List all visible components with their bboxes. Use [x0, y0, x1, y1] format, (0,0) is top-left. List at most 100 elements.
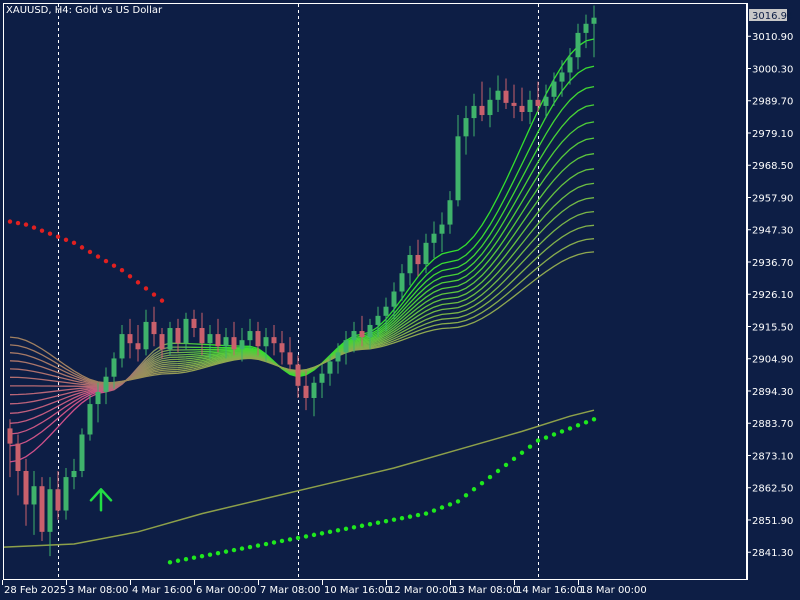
candle-body[interactable] [7, 428, 13, 444]
candle-body[interactable] [399, 273, 405, 292]
candle-body[interactable] [231, 337, 237, 350]
sar-dot-up [463, 493, 469, 498]
candle-body[interactable] [127, 334, 133, 344]
candle-body[interactable] [207, 334, 213, 344]
candle-body[interactable] [383, 306, 389, 316]
candle-body[interactable] [319, 373, 325, 383]
candle-body[interactable] [511, 102, 517, 106]
candle-body[interactable] [543, 96, 549, 106]
candle-body[interactable] [591, 17, 597, 24]
candle-body[interactable] [351, 331, 357, 341]
candle-body[interactable] [175, 328, 181, 344]
up-arrow-icon[interactable] [89, 488, 113, 512]
sar-dot-up [559, 429, 565, 434]
candle-body[interactable] [423, 242, 429, 265]
candle-body[interactable] [119, 334, 125, 359]
sar-dot-up [223, 549, 229, 554]
candle-body[interactable] [439, 224, 445, 234]
candle-body[interactable] [367, 324, 373, 338]
candle-body[interactable] [407, 254, 413, 274]
candle-body[interactable] [143, 321, 149, 350]
candle-body[interactable] [223, 337, 229, 347]
candle-body[interactable] [103, 376, 109, 392]
candle-body[interactable] [559, 72, 565, 82]
candle-body[interactable] [239, 340, 245, 350]
price-tick-label: 2947.30 [752, 226, 793, 237]
candle-body[interactable] [479, 105, 485, 116]
candle-body[interactable] [263, 337, 269, 347]
candle-body[interactable] [135, 343, 141, 350]
time-axis[interactable]: 28 Feb 2025 3 Mar 08:00 4 Mar 16:00 6 Mar 0… [2, 580, 647, 596]
sar-dot-up [439, 505, 445, 510]
sar-dot-up [471, 487, 477, 492]
candle-body[interactable] [55, 489, 61, 511]
candle-body[interactable] [71, 470, 77, 478]
ma-ribbon-line [9, 197, 595, 386]
candle-body[interactable] [271, 337, 277, 344]
candle-body[interactable] [255, 331, 261, 347]
plot-frame [3, 3, 747, 580]
candle-body[interactable] [535, 99, 541, 106]
candle-body[interactable] [335, 352, 341, 362]
sar-dot-up [359, 523, 365, 528]
sar-dot-down [79, 245, 85, 250]
candle-body[interactable] [503, 90, 509, 103]
candle-body[interactable] [527, 99, 533, 113]
candle-body[interactable] [151, 321, 157, 335]
candle-body[interactable] [431, 233, 437, 243]
candle-body[interactable] [247, 331, 253, 341]
candle-body[interactable] [95, 391, 101, 405]
candle-body[interactable] [447, 200, 453, 225]
time-tick-label: 4 Mar 16:00 [132, 585, 192, 596]
candle-body[interactable] [311, 382, 317, 398]
candle-body[interactable] [199, 328, 205, 344]
candle-body[interactable] [391, 291, 397, 307]
candle-body[interactable] [359, 331, 365, 338]
candle-body[interactable] [495, 90, 501, 100]
sar-dot-up [591, 417, 597, 422]
candle-body[interactable] [575, 32, 581, 58]
price-tick-label: 2989.70 [752, 97, 793, 108]
candle-body[interactable] [47, 489, 53, 532]
candle-body[interactable] [63, 477, 69, 511]
candle-body[interactable] [455, 136, 461, 201]
candle-body[interactable] [487, 99, 493, 116]
candle-body[interactable] [159, 334, 165, 350]
candle-body[interactable] [567, 57, 573, 73]
candle-body[interactable] [23, 470, 29, 505]
sar-dot-down [159, 298, 165, 303]
candle-body[interactable] [111, 358, 117, 377]
candle-body[interactable] [295, 364, 301, 386]
candle-body[interactable] [415, 254, 421, 265]
sar-dot-up [519, 450, 525, 455]
candle-body[interactable] [191, 318, 197, 329]
sar-dot-down [87, 249, 93, 255]
candle-body[interactable] [31, 486, 37, 505]
time-tick-label: 7 Mar 08:00 [260, 585, 320, 596]
candle-body[interactable] [471, 105, 477, 119]
candle-body[interactable] [183, 318, 189, 344]
sar-dot-down [151, 292, 157, 297]
candle-body[interactable] [551, 81, 557, 97]
candle-body[interactable] [215, 334, 221, 347]
candle-body[interactable] [287, 352, 293, 365]
price-tick-label: 2968.50 [752, 161, 793, 172]
price-tick-label: 3010.90 [752, 32, 793, 43]
candle-body[interactable] [327, 361, 333, 374]
candle-body[interactable] [303, 385, 309, 398]
candle-body[interactable] [375, 315, 381, 325]
candle-body[interactable] [343, 340, 349, 353]
price-axis[interactable]: 3010.90 3000.30 2989.70 2979.10 2968.50 2957.… [747, 32, 793, 559]
candle-body[interactable] [87, 404, 93, 435]
candle-body[interactable] [167, 328, 173, 350]
candle-body[interactable] [39, 486, 45, 532]
candle-body[interactable] [279, 343, 285, 353]
candle-body[interactable] [583, 23, 589, 33]
candle-body[interactable] [463, 118, 469, 137]
candle-body[interactable] [519, 105, 525, 113]
candle-body[interactable] [15, 443, 21, 471]
sar-dot-up [199, 553, 205, 559]
candle-body[interactable] [79, 434, 85, 471]
